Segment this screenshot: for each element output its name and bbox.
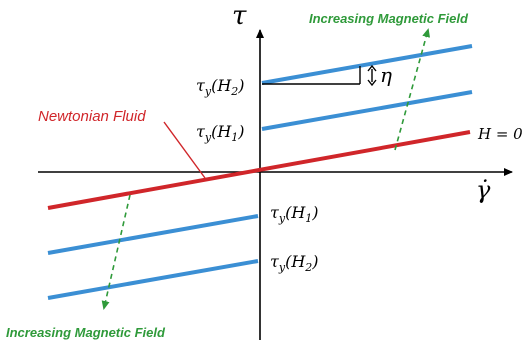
yield-label-neg-h1: τy(H1) [270, 203, 319, 225]
bingham-line-neg-h2 [47, 259, 259, 300]
eta-arrow-down-icon [367, 79, 377, 87]
newtonian-fluid-label: Newtonian Fluid [38, 108, 146, 125]
h-zero-label: H = 0 [477, 125, 523, 143]
bingham-line-neg-h1 [47, 214, 259, 255]
increasing-field-label-top: Increasing Magnetic Field [309, 11, 469, 26]
y-axis-label: τ [232, 1, 247, 31]
newtonian-label-leader [163, 121, 206, 179]
bingham-line-pos-h1 [261, 90, 473, 131]
increasing-field-arrow-top [394, 28, 431, 151]
newtonian-fluid-line [47, 130, 471, 210]
yield-label-neg-h2: τy(H2) [270, 252, 319, 274]
eta-label: η [380, 63, 392, 87]
increasing-field-label-bottom: Increasing Magnetic Field [6, 325, 166, 340]
bingham-line-pos-h2 [261, 44, 473, 85]
increasing-field-arrow-bottom [101, 194, 131, 310]
yield-label-pos-h1: τy(H1) [196, 122, 245, 144]
yield-label-pos-h2: τy(H2) [196, 76, 245, 98]
x-axis-label: γ̇ [476, 176, 491, 204]
eta-arrow-up-icon [367, 64, 377, 72]
